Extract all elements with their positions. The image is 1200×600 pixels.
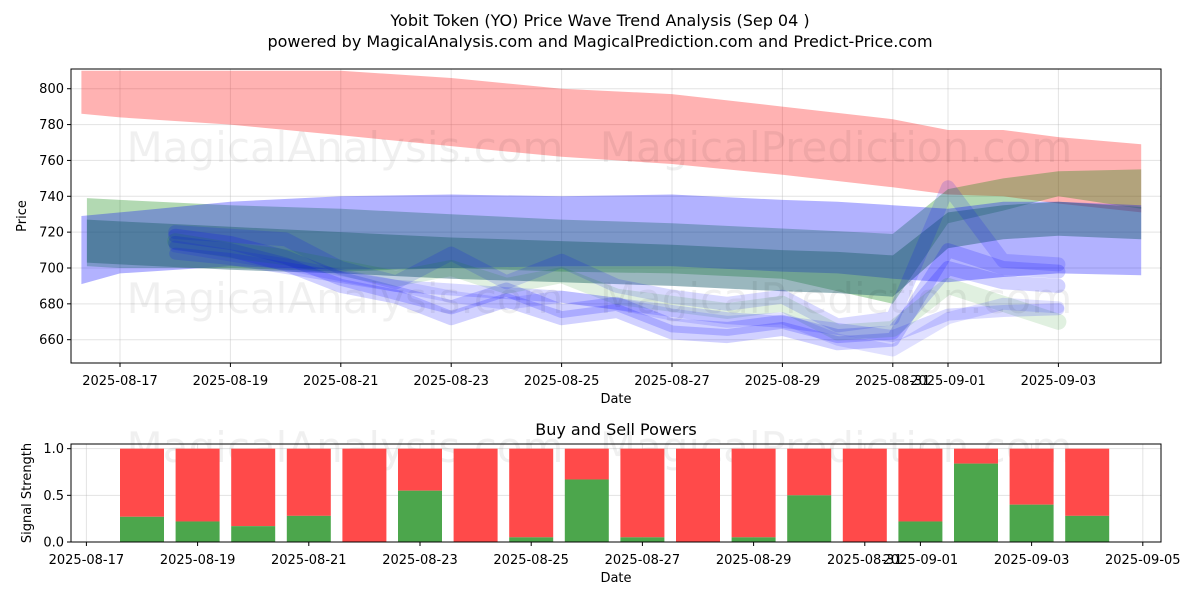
price-x-tick-label: 2025-08-21 <box>303 374 379 389</box>
sell-power-bar <box>1065 448 1110 516</box>
price-series <box>81 70 1142 357</box>
sell-power-bar <box>954 448 998 464</box>
price-y-tick-label: 700 <box>39 261 64 276</box>
sell-power-bar <box>787 448 832 496</box>
price-x-tick-label: 2025-08-27 <box>634 374 710 389</box>
price-wave-line <box>168 180 1066 333</box>
buy-power-bar <box>1009 504 1054 542</box>
price-wave-line <box>167 233 1067 341</box>
sell-power-bar <box>453 448 498 542</box>
power-x-tick-label: 2025-09-05 <box>1105 553 1181 568</box>
price-y-tick-label: 660 <box>39 333 64 348</box>
sell-power-bar <box>342 448 387 542</box>
power-chart: Buy and Sell Powers MagicalAnalysis.com … <box>20 420 1181 586</box>
chart-title: Yobit Token (YO) Price Wave Trend Analys… <box>389 11 809 30</box>
price-y-tick-label: 740 <box>39 190 64 205</box>
power-x-tick-label: 2025-09-01 <box>883 553 959 568</box>
power-x-label: Date <box>600 571 631 586</box>
buy-power-bar <box>620 537 665 542</box>
buy-power-bar <box>787 495 832 542</box>
watermark-prediction: MagicalPrediction.com <box>600 123 1073 172</box>
power-x-tick-label: 2025-08-19 <box>160 553 236 568</box>
power-x-tick-label: 2025-09-03 <box>994 553 1070 568</box>
price-x-tick-label: 2025-08-17 <box>82 374 158 389</box>
price-plot-area <box>71 69 1161 363</box>
power-plot-frame <box>70 443 1162 543</box>
buy-power-bar <box>564 479 609 542</box>
price-y-tick-label: 780 <box>39 118 64 133</box>
power-x-tick-label: 2025-08-21 <box>271 553 347 568</box>
watermark-prediction-3: MagicalPrediction.com <box>600 423 1073 472</box>
power-x-tick-label: 2025-08-31 <box>827 553 903 568</box>
sell-power-bar <box>1009 448 1054 505</box>
power-x-tick-label: 2025-08-25 <box>493 553 569 568</box>
sell-power-bar <box>731 448 776 538</box>
buy-power-bar <box>509 537 554 542</box>
buy-power-bar <box>954 463 998 542</box>
price-x-tick-label: 2025-09-01 <box>910 374 986 389</box>
price-x-tick-label: 2025-08-23 <box>413 374 489 389</box>
buy-power-bar <box>731 537 776 542</box>
power-x-tick-label: 2025-08-29 <box>716 553 792 568</box>
price-grid <box>71 69 1161 363</box>
buy-power-bar <box>898 521 943 542</box>
price-x-tick-label: 2025-08-29 <box>745 374 821 389</box>
price-x-label: Date <box>600 392 631 407</box>
price-plot-frame <box>70 68 1162 364</box>
sell-power-bar <box>676 448 720 542</box>
power-y-tick-label: 0.5 <box>43 489 64 504</box>
price-x-tick-label: 2025-08-25 <box>524 374 600 389</box>
power-y-tick-label: 1.0 <box>43 442 64 457</box>
watermark-analysis: MagicalAnalysis.com <box>127 123 564 172</box>
sell-power-bar <box>120 448 164 517</box>
sell-power-bar <box>286 448 331 516</box>
price-wave-line <box>168 235 1066 351</box>
price-wave-line <box>169 247 1065 343</box>
sell-power-bar <box>842 448 887 542</box>
power-x-tick-label: 2025-08-27 <box>605 553 681 568</box>
price-wave-line <box>169 240 1065 357</box>
price-y-tick-label: 720 <box>39 226 64 241</box>
buy-power-bar <box>398 490 442 542</box>
buy-power-bar <box>175 521 220 542</box>
power-x-tick-label: 2025-08-23 <box>382 553 458 568</box>
price-chart: MagicalAnalysis.com MagicalPrediction.co… <box>15 68 1162 407</box>
price-y-label: Price <box>15 200 30 232</box>
watermark-prediction-2: MagicalPrediction.com <box>600 274 1073 323</box>
sell-power-bar <box>398 448 442 491</box>
watermark-analysis-2: MagicalAnalysis.com <box>127 274 564 323</box>
price-y-tick-label: 760 <box>39 154 64 169</box>
sell-power-bar <box>620 448 665 538</box>
sell-power-bar <box>564 448 609 480</box>
sell-power-bar <box>175 448 220 522</box>
power-chart-title: Buy and Sell Powers <box>535 420 697 439</box>
price-band <box>81 70 1142 213</box>
price-band <box>86 169 1142 304</box>
price-x-tick-label: 2025-08-31 <box>855 374 931 389</box>
price-wave-line <box>168 228 1066 344</box>
power-axes: 0.0 0.5 1.0 2025-08-17 2025-08-19 2025-08-21 2… <box>43 442 1180 568</box>
sell-power-bar <box>898 448 943 522</box>
buy-power-bar <box>1065 515 1110 542</box>
buy-power-bar <box>120 516 164 542</box>
power-y-tick-label: 0.0 <box>43 536 64 551</box>
power-x-tick-label: 2025-08-17 <box>49 553 125 568</box>
price-x-tick-label: 2025-09-03 <box>1021 374 1097 389</box>
price-y-tick-label: 680 <box>39 297 64 312</box>
sell-power-bar <box>509 448 554 538</box>
price-band <box>86 201 1142 297</box>
chart-subtitle: powered by MagicalAnalysis.com and Magic… <box>267 32 932 51</box>
buy-power-bar <box>286 515 331 542</box>
sell-power-bar <box>231 448 276 527</box>
price-axes: 660 680 700 720 740 760 780 800 2025-08-17 2025-0… <box>39 82 1096 389</box>
price-band <box>81 194 1142 285</box>
power-y-label: Signal Strength <box>20 443 35 543</box>
buy-power-bar <box>231 526 276 542</box>
power-bars <box>120 448 1110 542</box>
price-y-tick-label: 800 <box>39 82 64 97</box>
price-x-tick-label: 2025-08-19 <box>193 374 269 389</box>
